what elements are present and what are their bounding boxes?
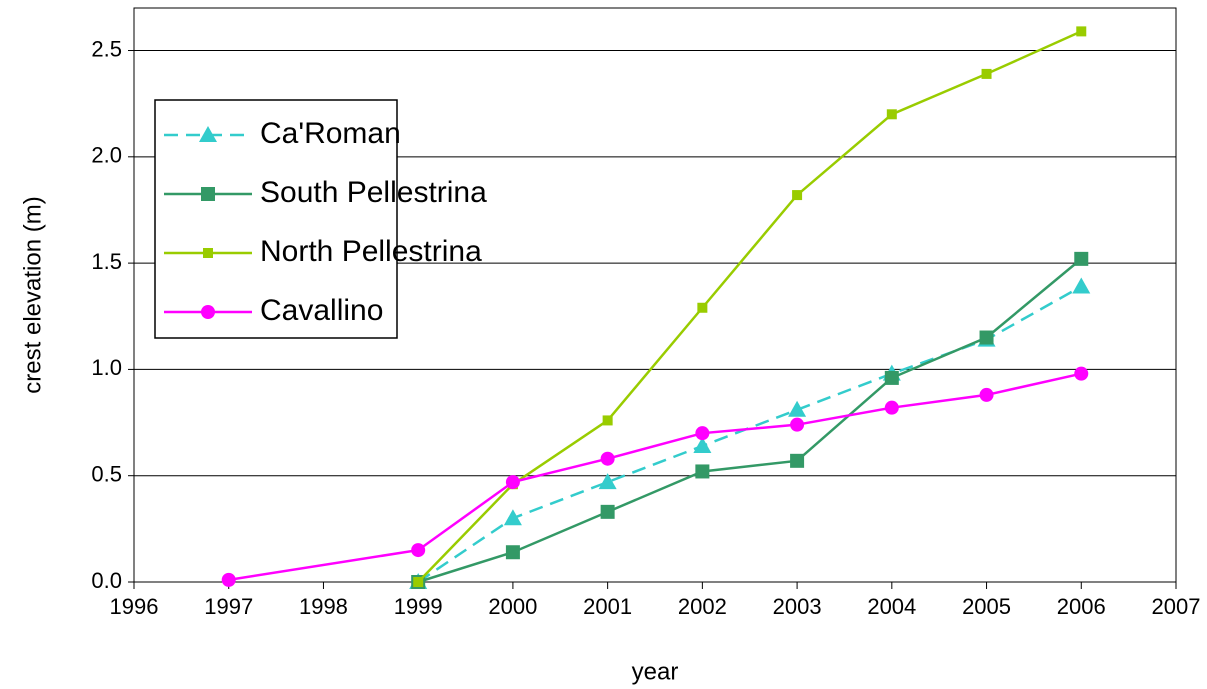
- marker: [201, 305, 215, 319]
- legend: Ca'Roman South Pellestrina North Pellestri…: [154, 99, 487, 339]
- y-tick-label: 1.0: [91, 355, 122, 380]
- x-tick-label: 1996: [110, 594, 159, 619]
- y-tick-label: 2.0: [91, 143, 122, 168]
- marker: [695, 426, 710, 441]
- marker: [693, 436, 712, 453]
- marker: [505, 545, 520, 560]
- marker: [221, 572, 236, 587]
- x-tick-label: 2006: [1057, 594, 1106, 619]
- x-tick-label: 2003: [773, 594, 822, 619]
- y-tick-label: 1.5: [91, 249, 122, 274]
- legend-label: Ca'Roman: [260, 117, 401, 150]
- y-axis-title: crest elevation (m): [19, 196, 46, 393]
- marker: [790, 453, 805, 468]
- marker: [788, 400, 807, 417]
- marker: [979, 387, 994, 402]
- marker: [598, 473, 617, 490]
- x-tick-label: 1998: [299, 594, 348, 619]
- x-tick-label: 2001: [583, 594, 632, 619]
- marker: [792, 190, 803, 201]
- x-tick-label: 2005: [962, 594, 1011, 619]
- marker: [411, 543, 426, 558]
- series-line: [228, 372, 1082, 582]
- marker: [503, 509, 522, 526]
- x-axis-title: year: [632, 658, 679, 685]
- marker: [1074, 366, 1089, 381]
- marker: [979, 330, 994, 345]
- x-tick-label: 2002: [678, 594, 727, 619]
- marker: [981, 68, 992, 79]
- series-line: [417, 30, 1082, 583]
- marker: [695, 464, 710, 479]
- legend-label: North Pellestrina: [260, 235, 482, 268]
- marker: [884, 400, 899, 415]
- y-tick-label: 0.5: [91, 462, 122, 487]
- x-tick-label: 1999: [394, 594, 443, 619]
- legend-label: Cavallino: [260, 294, 383, 327]
- legend-box: [154, 99, 398, 339]
- x-tick-label: 2004: [867, 594, 916, 619]
- marker: [1072, 277, 1091, 294]
- marker: [790, 417, 805, 432]
- marker: [886, 109, 897, 120]
- marker: [1074, 251, 1089, 266]
- marker: [505, 475, 520, 490]
- x-tick-label: 2000: [488, 594, 537, 619]
- marker: [199, 126, 217, 142]
- marker: [602, 415, 613, 426]
- marker: [884, 370, 899, 385]
- marker: [201, 187, 215, 201]
- y-tick-label: 0.0: [91, 568, 122, 593]
- legend-label: South Pellestrina: [260, 176, 487, 209]
- series-line: [417, 257, 1083, 584]
- marker: [203, 248, 213, 258]
- marker: [697, 302, 708, 313]
- plot-frame: [133, 7, 1177, 583]
- marker: [600, 504, 615, 519]
- marker: [1076, 26, 1087, 37]
- x-tick-label: 1997: [204, 594, 253, 619]
- marker: [600, 451, 615, 466]
- x-tick-label: 2007: [1152, 594, 1201, 619]
- marker: [413, 577, 424, 587]
- y-tick-label: 2.5: [91, 36, 122, 61]
